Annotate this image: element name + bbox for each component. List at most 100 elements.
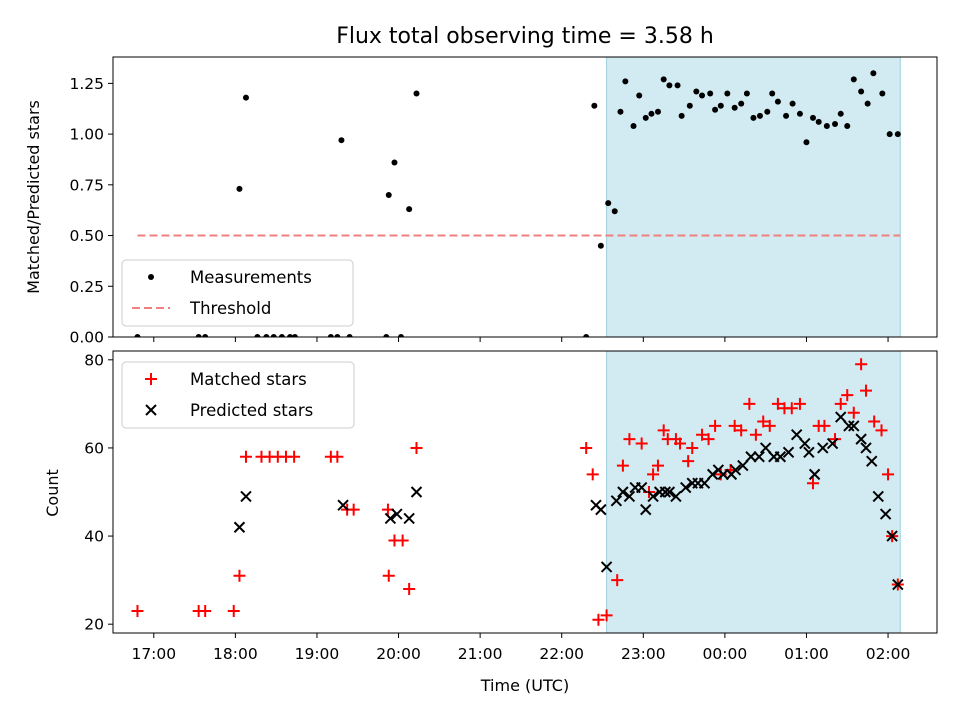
measurement-point [202,334,209,337]
x-tick-label: 21:00 [458,645,503,663]
bottom-y-tick-label: 60 [84,439,104,457]
measurement-point [605,200,612,207]
predicted-star-point [403,512,415,525]
matched-star-point [855,358,868,371]
predicted-star-point [337,499,349,511]
matched-star-point [657,424,670,437]
bottom-panel: 20 40 60 80 17:00 18:00 19:00 20:00 21:00 22:00 23… [84,350,938,663]
matched-star-point [647,468,660,481]
matched-star-point [686,441,699,454]
measurement-point [385,191,392,198]
predicted-star-point [790,429,803,441]
measurement-point [815,118,822,125]
measurement-point [750,114,757,121]
measurement-point [611,208,618,215]
measurement-point [660,76,667,83]
measurement-point [699,92,706,99]
matched-star-point [616,459,629,472]
measurement-point [134,334,141,337]
bottom-axes-frame [112,350,938,634]
predicted-star-point [774,451,787,463]
top-panel: 0.00 0.25 0.50 0.75 1.00 1.25 Measurements Thre… [69,56,938,347]
matched-star-point [288,450,301,463]
measurement-point [693,88,700,95]
matched-star-point [709,419,722,432]
predicted-star-point [610,495,623,507]
measurement-point [195,334,202,337]
predicted-star-point [595,503,607,516]
bottom-plot-area [131,358,904,626]
top-legend-label: Threshold [189,299,271,318]
predicted-star-point [663,486,676,498]
predicted-star-point [843,420,855,432]
matched-star-point [834,397,847,410]
chart-title: Flux total observing time = 3.58 h [336,24,714,49]
measurement-point [327,334,334,337]
bottom-legend-label: Predicted stars [190,401,313,420]
matched-star-point [592,613,605,626]
legend-measurements-marker [148,274,154,280]
matched-star-point [728,419,741,432]
matched-star-point [882,468,895,481]
measurement-point [886,131,893,138]
predicted-star-point [384,512,397,525]
matched-star-point [771,397,784,410]
predicted-star-point [635,481,648,494]
matched-star-point [199,604,212,617]
x-tick-label: 17:00 [131,645,176,663]
measurement-point [617,108,624,115]
top-y-tick-label: 0.00 [69,329,104,347]
matched-star-point [347,503,360,516]
matched-star-point [586,468,599,481]
measurement-point [858,88,865,95]
x-axis-label: Time (UTC) [480,676,569,695]
matched-star-point [331,450,344,463]
measurement-point [879,90,886,97]
matched-star-point [743,397,756,410]
measurement-point [334,334,341,337]
predicted-star-point [240,490,252,503]
measurement-point [583,334,590,337]
x-tick-label: 23:00 [621,645,666,663]
predicted-star-point [808,468,821,481]
predicted-star-point [759,442,772,454]
predicted-star-point [860,442,872,454]
measurement-point [738,100,745,107]
top-y-tick-label: 0.75 [69,176,104,194]
measurement-point [242,94,249,101]
top-plot-area [134,70,901,337]
matched-star-point [396,534,409,547]
matched-star-point [611,574,624,587]
measurement-point [789,100,796,107]
matched-star-point [749,428,762,441]
top-legend-box [121,259,354,327]
measurement-point [236,185,243,192]
matched-star-point [785,402,798,415]
measurement-point [837,110,844,117]
bottom-y-tick-label: 80 [84,351,104,369]
measurement-point [769,90,776,97]
measurement-point [291,334,298,337]
measurement-point [642,114,649,121]
legend-matched-marker [145,373,157,385]
measurement-point [796,110,803,117]
measurement-point [756,112,763,119]
measurement-point [406,206,413,213]
matched-star-point [131,604,144,617]
measurement-point [823,122,830,129]
predicted-star-point [659,486,672,498]
measurement-point [413,90,420,97]
predicted-star-point [782,446,795,459]
matched-star-point [623,433,636,446]
measurement-point [832,120,839,127]
x-tick-label: 22:00 [539,645,584,663]
predicted-star-point [617,486,629,498]
measurement-point [894,131,901,138]
predicted-star-point [647,490,659,503]
predicted-star-point [391,508,403,520]
measurement-point [803,139,810,146]
predicted-star-point [835,411,847,423]
x-tick-label: 01:00 [784,645,829,663]
legend-predicted-marker [145,404,157,416]
